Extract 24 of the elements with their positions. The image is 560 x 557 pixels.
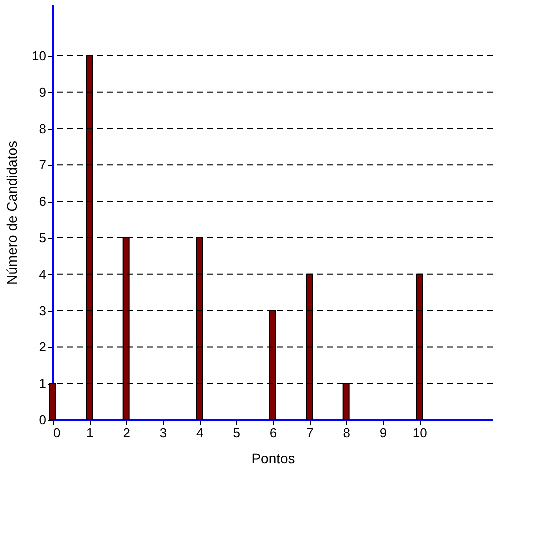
x-tick-label: 10	[412, 426, 428, 440]
y-tick-label: 8	[39, 121, 46, 136]
x-tick-label: 9	[380, 426, 388, 440]
x-tick-label: 3	[160, 426, 168, 440]
x-tick-label: 5	[233, 426, 240, 440]
x-tick-label: 2	[123, 426, 130, 440]
y-tick-label: 10	[32, 48, 46, 64]
x-tick-label: 1	[86, 426, 94, 440]
y-tick-label: 3	[39, 303, 46, 318]
y-tick-label: 1	[39, 376, 46, 392]
y-tick-label: 5	[39, 230, 46, 246]
y-tick-label: 9	[39, 84, 46, 100]
y-tick-label: 6	[39, 194, 46, 210]
y-axis-title: Número de Candidatos	[4, 141, 20, 285]
y-tick-label: 2	[39, 340, 46, 355]
y-tick-label: 0	[39, 412, 46, 428]
y-tick-label: 7	[39, 158, 46, 173]
x-tick-label: 8	[343, 426, 350, 440]
x-tick-label: 4	[196, 426, 204, 440]
x-tick-label: 0	[54, 426, 61, 440]
x-tick-label: 7	[306, 426, 314, 440]
y-tick-label: 4	[39, 266, 46, 282]
x-axis-title: Pontos	[252, 450, 296, 466]
x-tick-label: 6	[270, 426, 278, 440]
